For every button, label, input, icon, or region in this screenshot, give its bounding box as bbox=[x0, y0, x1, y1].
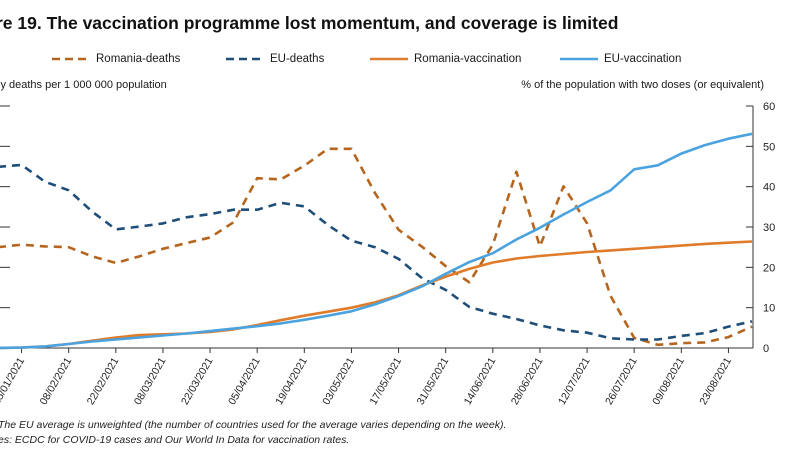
right-axis-tick-label: 30 bbox=[763, 222, 775, 234]
footnote: The EU average is unweighted (the number… bbox=[0, 419, 507, 431]
x-axis-tick-label: 28/06/2021 bbox=[509, 355, 546, 407]
legend-eu-vaccination-swatch bbox=[560, 57, 598, 61]
x-axis-tick-label: 31/05/2021 bbox=[415, 355, 452, 407]
x-axis-tick-label: 22/02/2021 bbox=[85, 355, 122, 407]
x-axis-tick-label: 25/01/2021 bbox=[0, 355, 27, 407]
series-line-romania-vaccination bbox=[0, 240, 753, 350]
right-axis-tick-label: 0 bbox=[763, 343, 769, 355]
x-axis-tick-label: 23/08/2021 bbox=[697, 355, 734, 407]
right-axis-tick-label: 60 bbox=[763, 101, 775, 113]
chart-title: re 19. The vaccination programme lost mo… bbox=[0, 13, 619, 33]
series-line-romania-deaths bbox=[0, 147, 753, 347]
legend-romania-deaths-swatch bbox=[52, 57, 90, 61]
legend-romania-vaccination-swatch bbox=[370, 57, 408, 61]
series-line-eu-vaccination bbox=[0, 132, 753, 350]
x-axis-tick-label: 08/02/2021 bbox=[38, 355, 75, 407]
x-axis-tick-label: 19/04/2021 bbox=[273, 355, 310, 407]
sources-note: es: ECDC for COVID-19 cases and Our Worl… bbox=[0, 434, 350, 446]
right-axis-tick-label: 10 bbox=[763, 303, 775, 315]
left-axis-title: ly deaths per 1 000 000 population bbox=[0, 79, 167, 91]
legend-romania-vaccination: Romania-vaccination bbox=[370, 53, 521, 65]
x-axis-tick-label: 22/03/2021 bbox=[179, 355, 216, 407]
series-line-eu-deaths bbox=[0, 163, 753, 341]
x-axis-tick-label: 09/08/2021 bbox=[650, 355, 687, 407]
legend-eu-deaths-swatch bbox=[226, 57, 264, 61]
x-axis-tick-label: 05/04/2021 bbox=[226, 355, 263, 407]
legend-eu-vaccination-label: EU-vaccination bbox=[604, 53, 682, 65]
right-axis-tick-label: 20 bbox=[763, 262, 775, 274]
legend-eu-deaths: EU-deaths bbox=[226, 53, 324, 65]
right-axis-tick-label: 50 bbox=[763, 141, 775, 153]
legend-eu-deaths-label: EU-deaths bbox=[270, 53, 325, 65]
x-axis-tick-label: 03/05/2021 bbox=[320, 355, 357, 407]
legend-romania-vaccination-label: Romania-vaccination bbox=[414, 53, 522, 65]
x-axis-tick-label: 26/07/2021 bbox=[603, 355, 640, 407]
legend-romania-deaths-label: Romania-deaths bbox=[96, 53, 181, 65]
legend-romania-deaths: Romania-deaths bbox=[52, 53, 180, 65]
right-axis-tick-label: 40 bbox=[763, 182, 775, 194]
x-axis-tick-label: 08/03/2021 bbox=[132, 355, 169, 407]
x-axis-tick-label: 12/07/2021 bbox=[556, 355, 593, 407]
x-axis-tick-label: 14/06/2021 bbox=[462, 355, 499, 407]
legend-eu-vaccination: EU-vaccination bbox=[560, 53, 681, 65]
x-axis-tick-label: 17/05/2021 bbox=[367, 355, 404, 407]
right-axis-title: % of the population with two doses (or e… bbox=[521, 79, 764, 91]
